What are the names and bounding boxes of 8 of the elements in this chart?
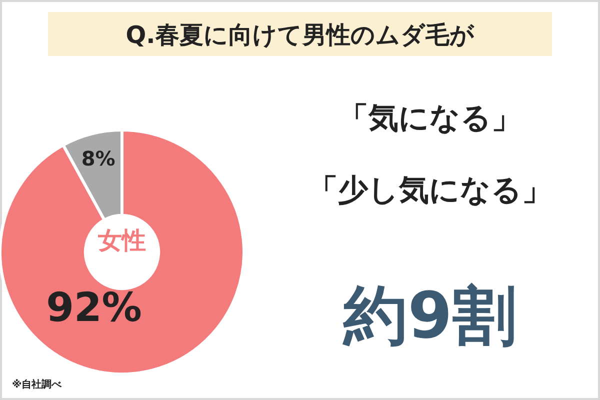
text: 女性 (97, 226, 146, 255)
text: Q.春夏に向けて男性のムダ毛が (126, 21, 474, 49)
data-label: 8% (81, 146, 116, 170)
text: 約9割 (342, 280, 516, 354)
text: 「気になる」 (338, 101, 522, 136)
data-label: 92% (46, 284, 142, 331)
text: 「少し気になる」 (308, 173, 552, 208)
text: ※自社調べ (12, 378, 63, 391)
